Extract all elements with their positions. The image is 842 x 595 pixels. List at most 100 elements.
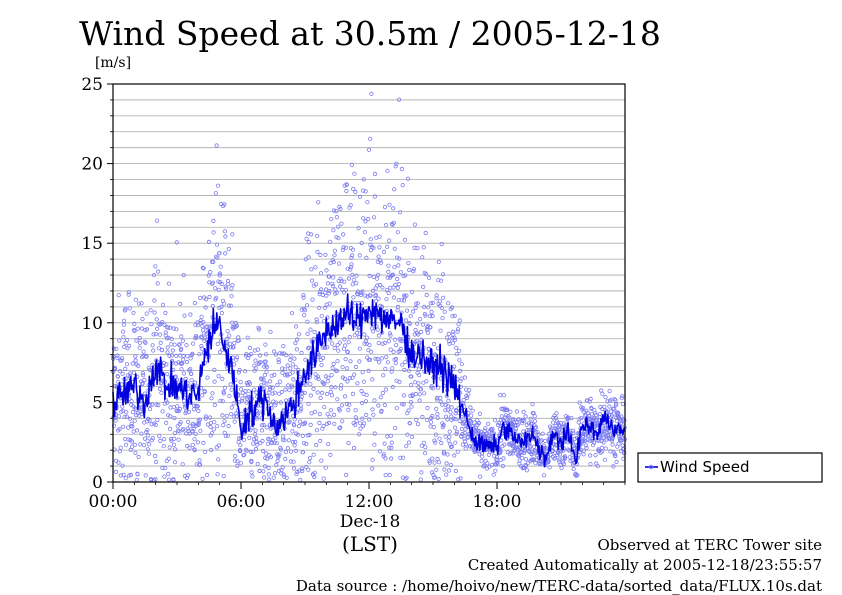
data-point	[401, 393, 406, 398]
data-point	[216, 373, 221, 379]
data-point	[222, 385, 228, 390]
y-tick-label: 10	[81, 314, 103, 334]
data-point	[450, 341, 455, 346]
data-point	[176, 437, 181, 442]
data-point	[537, 461, 542, 466]
data-point	[447, 429, 452, 434]
data-point	[193, 431, 198, 436]
data-point	[263, 352, 269, 357]
data-point	[531, 457, 536, 463]
data-point	[122, 344, 127, 349]
data-point	[330, 341, 335, 346]
data-point	[267, 387, 272, 392]
data-point	[413, 391, 418, 397]
data-point	[129, 398, 134, 404]
data-point	[325, 281, 331, 286]
data-point	[200, 476, 205, 481]
data-point	[377, 449, 382, 454]
data-point	[146, 451, 152, 456]
data-point	[431, 424, 436, 430]
data-point	[435, 411, 440, 416]
data-point	[439, 305, 444, 311]
data-point	[207, 294, 212, 300]
data-point	[342, 394, 348, 399]
data-point	[150, 402, 155, 407]
data-point	[142, 442, 147, 448]
data-point	[455, 449, 460, 454]
data-point	[286, 438, 292, 443]
data-point	[296, 423, 302, 429]
data-point	[339, 221, 344, 226]
data-point	[371, 245, 376, 250]
data-point	[502, 442, 507, 447]
y-tick-label: 15	[81, 234, 103, 254]
data-point	[416, 341, 422, 346]
data-point	[362, 230, 367, 235]
data-point	[290, 370, 295, 375]
data-point	[449, 305, 455, 310]
data-point	[192, 437, 197, 442]
data-point	[264, 364, 270, 370]
data-point	[318, 252, 323, 258]
data-point	[533, 429, 538, 434]
data-point	[214, 445, 219, 450]
data-point	[143, 340, 148, 345]
data-point	[155, 417, 160, 422]
data-point	[587, 453, 593, 458]
data-point	[363, 339, 368, 344]
data-point	[324, 421, 329, 426]
x-tick-label: 00:00	[89, 492, 138, 512]
data-point	[230, 232, 235, 237]
data-point	[615, 410, 621, 416]
data-point	[346, 407, 351, 412]
x-tick-label: 18:00	[473, 492, 522, 512]
data-point	[333, 385, 338, 390]
data-point	[423, 230, 428, 236]
data-point	[179, 334, 184, 339]
data-point	[214, 242, 220, 247]
data-point	[305, 331, 310, 336]
data-point	[147, 367, 152, 372]
data-point	[250, 474, 255, 479]
data-point	[350, 247, 356, 252]
data-point	[211, 230, 216, 235]
data-point	[151, 273, 157, 278]
data-point	[145, 447, 150, 452]
data-point	[180, 462, 185, 467]
data-point	[121, 424, 126, 429]
data-point	[602, 404, 607, 409]
data-point	[280, 366, 285, 371]
data-point	[377, 282, 383, 288]
data-point	[167, 353, 172, 358]
data-point	[222, 229, 227, 234]
data-point	[258, 360, 263, 365]
data-point	[394, 255, 400, 260]
data-point	[289, 311, 295, 316]
data-point	[408, 399, 413, 405]
data-point	[193, 380, 198, 385]
data-point	[332, 248, 337, 253]
data-point	[352, 171, 357, 176]
data-point	[164, 420, 169, 425]
data-point	[450, 314, 455, 319]
data-point	[328, 452, 333, 457]
data-point	[312, 409, 318, 414]
data-point	[620, 401, 625, 407]
data-point	[589, 412, 594, 417]
data-point	[124, 414, 129, 419]
data-point	[372, 431, 377, 436]
data-point	[328, 389, 333, 394]
data-point	[184, 343, 189, 348]
y-tick-label: 20	[81, 155, 103, 175]
data-point	[457, 348, 462, 353]
data-point	[431, 341, 437, 347]
data-point	[443, 434, 448, 439]
data-point	[304, 236, 309, 241]
data-point	[203, 416, 208, 421]
data-point	[127, 343, 132, 348]
data-point	[347, 334, 352, 340]
data-point	[351, 277, 356, 282]
data-point	[324, 268, 329, 273]
data-point	[409, 289, 414, 295]
data-point	[442, 309, 447, 314]
